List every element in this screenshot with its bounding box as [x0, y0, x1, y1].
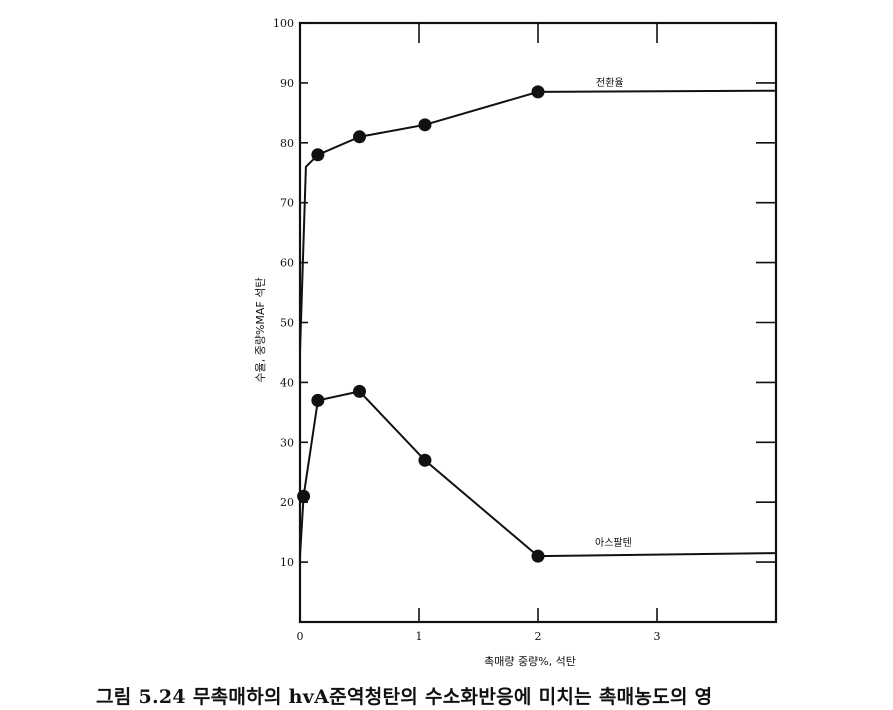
data-point	[311, 393, 325, 407]
y-tick-label: 40	[280, 376, 294, 389]
data-point	[531, 549, 545, 563]
data-point	[418, 118, 432, 132]
x-tick-label: 0	[297, 630, 304, 643]
figure-caption: 그림 5.24 무촉매하의 hvA준역청탄의 수소화반응에 미치는 촉매농도의 …	[96, 686, 713, 708]
x-axis-label: 촉매량 중량%, 석탄	[484, 655, 576, 668]
y-tick-label: 90	[280, 77, 294, 90]
series-line-0	[299, 89, 777, 353]
series-line-1	[299, 390, 777, 558]
x-tick-label: 1	[416, 630, 423, 643]
chart: 10 20 30 40 50 60 70 80 90 100 0 1 2 3 촉매량 중량%, 석탄 수율…	[254, 17, 778, 668]
series-layer	[297, 85, 777, 563]
series-label-conversion: 전환율	[596, 77, 624, 89]
x-tick-label: 2	[535, 630, 542, 643]
y-tick-label: 80	[280, 137, 294, 150]
y-tick-label: 60	[280, 257, 294, 270]
y-axis-label: 수율, 중량%MAF 석탄	[254, 277, 267, 382]
y-tick-label: 70	[280, 197, 294, 210]
data-point	[531, 85, 545, 99]
plot-frame	[298, 21, 778, 624]
series-label-asphaltene: 아스팔텐	[595, 537, 632, 549]
y-tick-label: 50	[280, 317, 294, 330]
y-tick-label: 30	[280, 436, 294, 449]
data-point	[311, 148, 325, 162]
data-point	[353, 384, 366, 398]
y-tick-label: 10	[280, 556, 294, 569]
y-tick-label: 100	[273, 17, 294, 30]
axis-ticks: 10 20 30 40 50 60 70 80 90 100 0 1 2 3	[273, 17, 776, 643]
data-point	[297, 489, 311, 503]
y-tick-label: 20	[280, 496, 294, 509]
x-tick-label: 3	[654, 630, 661, 643]
data-point	[418, 453, 432, 467]
plot-border	[298, 21, 778, 624]
data-point	[353, 130, 366, 144]
